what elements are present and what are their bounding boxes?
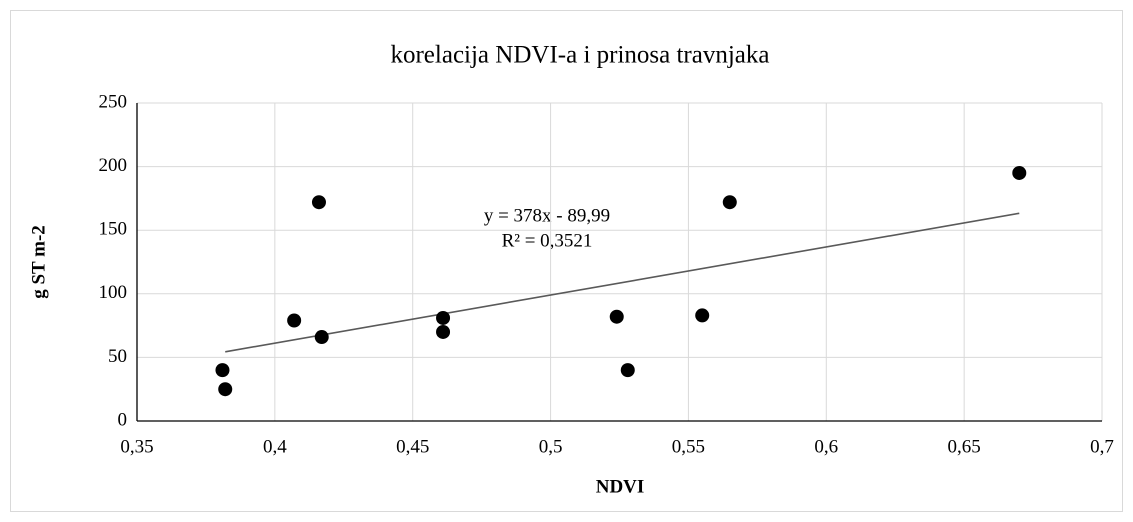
y-tick-label: 0	[118, 409, 128, 430]
y-tick-label: 50	[108, 346, 127, 367]
y-tick-label: 250	[99, 91, 128, 112]
chart-title: korelacija NDVI-a i prinosa travnjaka	[390, 42, 769, 69]
scatter-point	[609, 309, 624, 324]
trend-r-squared: R² = 0,3521	[502, 230, 593, 251]
trend-equation: y = 378x - 89,99	[484, 205, 610, 226]
scatter-point	[722, 195, 737, 210]
scatter-point	[287, 313, 302, 328]
chart-frame	[10, 10, 1123, 512]
y-axis-label: g ST m-2	[28, 225, 49, 299]
scatter-point	[311, 195, 326, 210]
x-tick-label: 0,55	[672, 436, 705, 457]
y-tick-label: 200	[99, 155, 128, 176]
x-axis-label: NDVI	[596, 476, 645, 497]
x-tick-label: 0,6	[814, 436, 838, 457]
x-tick-label: 0,65	[948, 436, 981, 457]
scatter-point	[620, 363, 635, 378]
scatter-point	[695, 308, 710, 323]
x-tick-label: 0,7	[1090, 436, 1114, 457]
y-tick-label: 100	[99, 282, 128, 303]
trendline	[225, 212, 1020, 353]
x-tick-label: 0,4	[263, 436, 287, 457]
y-tick-label: 150	[99, 219, 128, 240]
scatter-point	[218, 382, 233, 397]
scatter-point	[314, 330, 329, 345]
scatter-point	[436, 324, 451, 339]
x-tick-label: 0,5	[539, 436, 563, 457]
scatter-point	[436, 310, 451, 325]
x-tick-label: 0,35	[120, 436, 153, 457]
x-tick-label: 0,45	[396, 436, 429, 457]
scatter-point	[1012, 165, 1027, 180]
scatter-point	[215, 363, 230, 378]
